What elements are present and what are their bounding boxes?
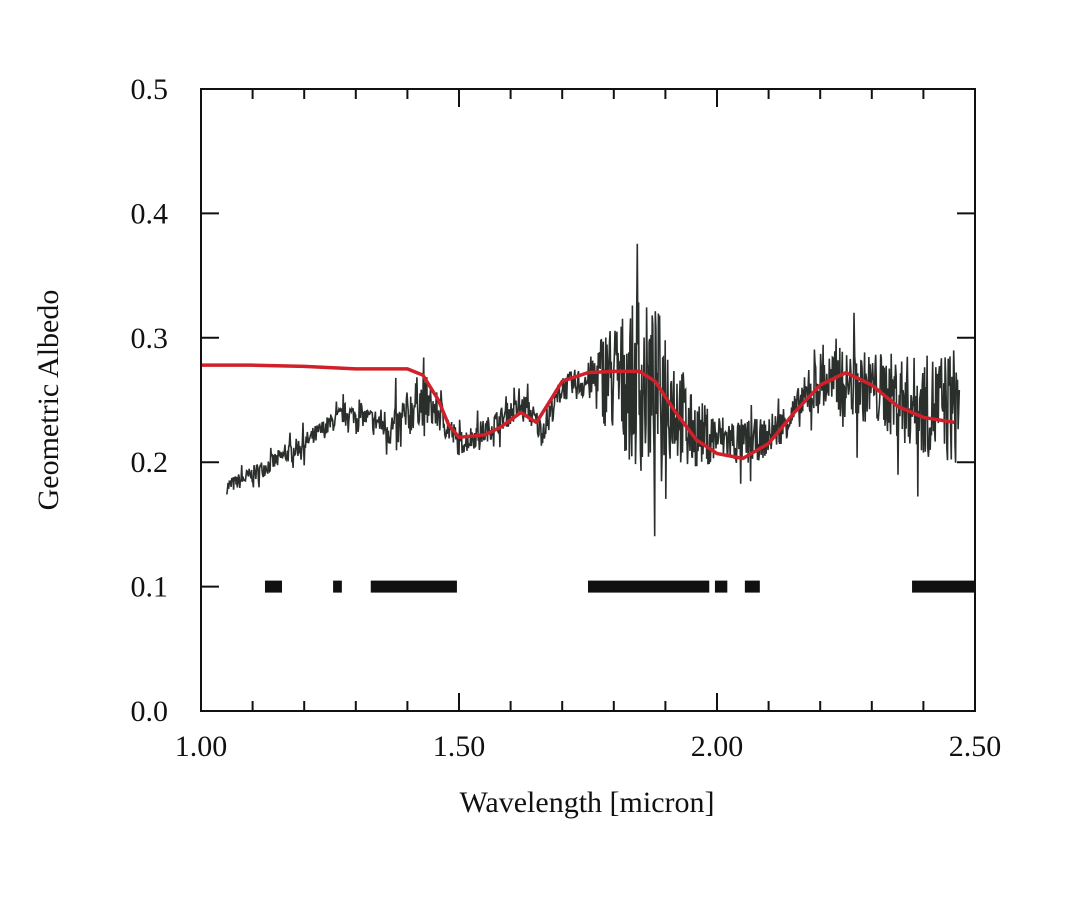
y-tick-label: 0.3 bbox=[131, 322, 169, 355]
band-segment bbox=[744, 580, 760, 593]
band-segment bbox=[370, 580, 457, 593]
y-axis-label: Geometric Albedo bbox=[32, 290, 65, 511]
band-segment bbox=[912, 580, 975, 593]
x-axis-label: Wavelength [micron] bbox=[460, 786, 715, 819]
band-segment bbox=[588, 580, 710, 593]
x-tick-label: 2.50 bbox=[949, 730, 1002, 763]
plot-frame bbox=[200, 88, 976, 712]
model-line bbox=[201, 363, 955, 461]
y-tick-label: 0.5 bbox=[131, 73, 169, 106]
band-segment bbox=[714, 580, 728, 593]
x-tick-label: 1.50 bbox=[433, 730, 486, 763]
spectrum-line bbox=[226, 243, 961, 537]
x-tick-label: 2.00 bbox=[691, 730, 744, 763]
band-segment bbox=[333, 580, 342, 593]
y-tick-label: 0.0 bbox=[131, 695, 169, 728]
y-tick-label: 0.2 bbox=[131, 446, 169, 479]
band-segment bbox=[264, 580, 283, 593]
x-tick-label: 1.00 bbox=[175, 730, 228, 763]
y-tick-label: 0.1 bbox=[131, 571, 169, 604]
y-tick-label: 0.4 bbox=[131, 197, 169, 230]
